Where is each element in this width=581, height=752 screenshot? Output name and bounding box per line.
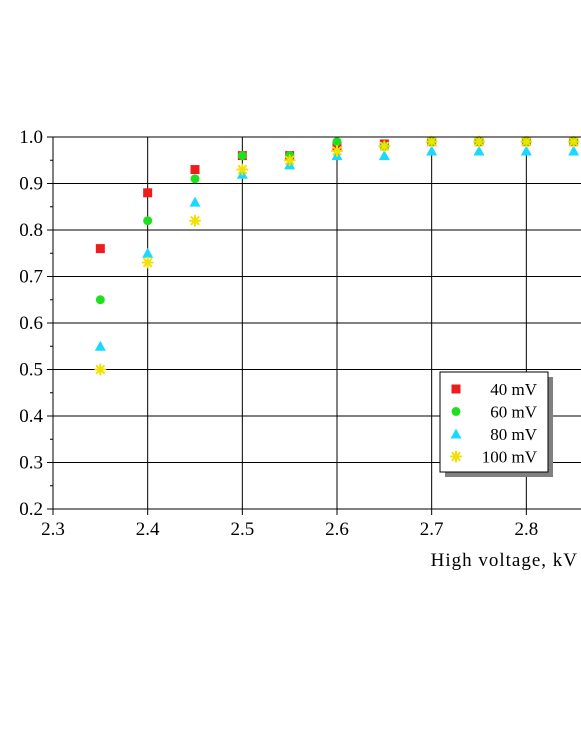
y-tick-label: 0.4 — [19, 406, 43, 427]
data-point — [189, 196, 201, 207]
data-point — [378, 140, 391, 153]
x-tick-label: 2.3 — [41, 519, 65, 540]
data-point — [94, 340, 106, 351]
data-point — [142, 247, 154, 258]
x-axis-title: High voltage, kV — [431, 550, 578, 571]
x-tick-label: 2.4 — [136, 519, 160, 540]
data-point — [143, 216, 153, 226]
data-point — [95, 244, 105, 254]
y-tick-label: 0.6 — [19, 313, 43, 334]
y-tick-label: 0.8 — [19, 220, 43, 241]
data-point — [143, 188, 153, 198]
data-point — [189, 214, 201, 227]
legend-marker — [451, 384, 461, 394]
data-point — [378, 150, 390, 161]
marks-layer — [94, 135, 580, 376]
x-tick-label: 2.5 — [230, 519, 254, 540]
legend-label: 100 mV — [482, 448, 538, 467]
legend: 40 mV 60 mV 80 mV 100 mV — [439, 371, 553, 477]
data-point — [568, 145, 580, 156]
y-tick-label: 0.9 — [19, 174, 43, 195]
y-tick-label: 0.2 — [19, 499, 43, 520]
data-point — [426, 145, 438, 156]
data-point — [520, 135, 533, 148]
y-tick-label: 0.7 — [19, 267, 43, 288]
legend-label: 60 mV — [490, 403, 537, 422]
data-point — [425, 135, 438, 148]
data-point — [473, 145, 485, 156]
x-tick-label: 2.6 — [325, 519, 349, 540]
legend-label: 40 mV — [490, 380, 537, 399]
data-point — [190, 174, 200, 184]
ticks-layer: 0.2 0.3 0.4 0.5 0.6 0.7 0.8 0.9 1.0 2.3 2.4 2.5 2.6 2… — [19, 127, 538, 540]
legend-marker — [450, 450, 462, 463]
data-point — [473, 135, 485, 148]
legend-marker — [451, 407, 461, 416]
series-100-mv — [94, 135, 580, 376]
data-point — [236, 163, 249, 176]
data-point — [283, 154, 296, 167]
data-point — [190, 165, 200, 175]
data-point — [95, 295, 105, 305]
grid-layer — [52, 136, 581, 510]
data-point — [237, 151, 247, 161]
data-point — [520, 145, 532, 156]
y-tick-label: 1.0 — [19, 127, 43, 148]
x-tick-label: 2.7 — [420, 519, 444, 540]
y-tick-label: 0.5 — [19, 360, 43, 381]
data-point — [567, 135, 580, 148]
x-tick-label: 2.8 — [514, 519, 538, 540]
data-point — [94, 363, 107, 376]
data-point — [332, 137, 342, 147]
legend-marker — [450, 428, 462, 439]
data-point — [331, 144, 343, 157]
legend-label: 80 mV — [490, 425, 537, 444]
y-tick-label: 0.3 — [19, 453, 43, 474]
data-point — [141, 256, 154, 269]
